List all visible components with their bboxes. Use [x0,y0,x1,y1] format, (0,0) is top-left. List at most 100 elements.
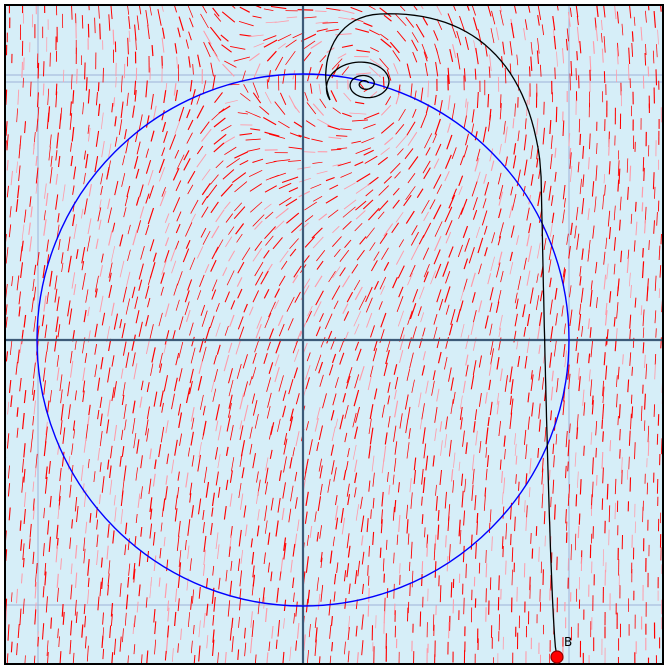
field-stroke [616,302,619,319]
field-stroke [178,316,184,330]
field-stroke [44,351,48,363]
field-stroke [392,474,395,485]
field-stroke [262,587,266,604]
field-stroke [196,153,207,168]
field-stroke [370,325,375,338]
field-stroke [648,240,650,251]
field-stroke [228,394,233,409]
point-b-marker[interactable] [550,650,564,664]
field-stroke [283,456,287,473]
field-stroke [362,199,374,210]
field-stroke [421,403,425,420]
field-stroke [425,380,429,394]
field-stroke [45,596,48,613]
field-stroke [356,348,362,361]
field-stroke [407,406,411,420]
field-stroke [397,482,400,493]
field-stroke [137,493,141,508]
field-stroke [18,144,21,159]
field-stroke [478,393,482,407]
field-stroke [576,233,580,250]
field-stroke [122,382,126,397]
field-stroke [516,54,519,66]
field-stroke [151,45,154,57]
field-stroke [654,186,656,199]
field-stroke [120,368,124,379]
field-stroke [215,160,224,169]
field-stroke [315,10,327,13]
field-stroke [49,495,52,508]
field-stroke [30,206,33,218]
field-stroke [555,433,558,445]
field-stroke [154,639,157,655]
field-stroke [220,183,233,197]
field-stroke [327,209,339,218]
field-stroke [70,142,73,152]
field-stroke [548,245,553,261]
field-stroke [316,531,319,542]
field-stroke [206,184,218,199]
field-stroke [211,639,215,656]
field-stroke [462,430,465,447]
field-stroke [174,508,178,522]
field-stroke [107,207,112,223]
field-stroke [641,186,644,198]
field-stroke [640,305,643,316]
direction-field [5,5,663,664]
field-stroke [304,236,316,248]
field-stroke [80,208,84,219]
field-stroke [110,5,113,20]
field-stroke [318,361,324,374]
field-stroke [398,5,406,12]
field-stroke [133,644,136,655]
field-stroke [488,66,491,78]
field-stroke [292,338,299,354]
field-stroke [505,560,507,575]
field-stroke [278,182,292,190]
field-stroke [581,248,584,260]
field-stroke [260,270,269,285]
field-stroke [613,205,616,221]
field-stroke [603,251,606,265]
field-stroke [23,314,27,328]
field-stroke [295,393,300,405]
field-stroke [233,56,251,62]
field-stroke [264,226,276,240]
field-stroke [85,424,89,441]
field-stroke [330,148,342,151]
field-stroke [226,415,231,432]
field-stroke [566,233,569,245]
field-stroke [631,31,634,42]
field-stroke [372,348,378,362]
field-stroke [43,61,45,77]
field-stroke [43,219,47,236]
field-stroke [139,206,145,219]
field-stroke [74,339,77,350]
field-stroke [152,473,156,487]
field-stroke [604,184,606,196]
field-stroke [380,33,389,41]
field-stroke [210,259,217,272]
field-stroke [445,270,451,284]
field-stroke [213,596,216,612]
field-stroke [360,515,365,533]
field-stroke [524,118,527,130]
field-stroke [252,15,262,19]
field-stroke [189,482,193,496]
field-stroke [234,151,249,159]
field-stroke [97,103,101,116]
field-stroke [282,482,286,499]
solution-trajectory [325,13,558,658]
field-stroke [124,195,129,207]
field-stroke [332,225,340,234]
field-stroke [158,577,161,587]
field-stroke [460,324,465,338]
field-stroke [432,455,435,467]
field-stroke [132,562,136,580]
field-stroke [331,285,341,300]
field-stroke [361,551,365,565]
field-stroke [463,68,466,82]
field-stroke [592,481,594,498]
field-stroke [369,404,374,420]
field-stroke [535,295,540,311]
